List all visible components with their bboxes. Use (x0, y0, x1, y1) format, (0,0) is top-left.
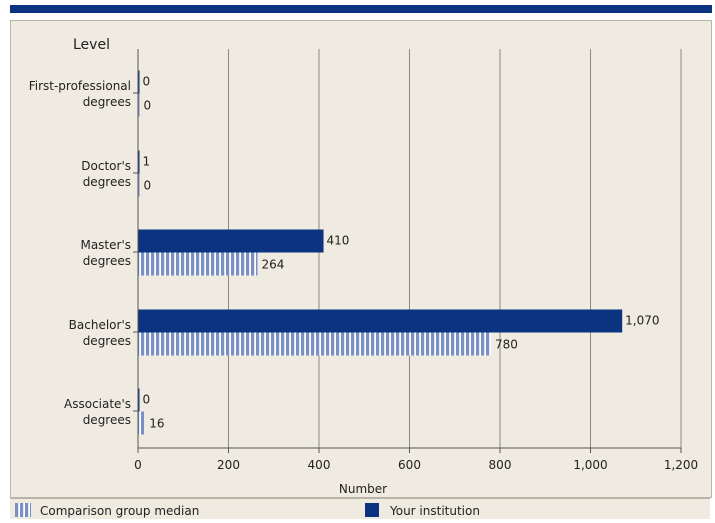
bar-your-institution (138, 150, 140, 174)
category-label: Master's (80, 238, 131, 252)
legend: Comparison group median Your institution (10, 498, 710, 519)
bar-comparison-median (138, 173, 140, 197)
legend-label-comparison: Comparison group median (40, 504, 199, 518)
x-tick-label: 0 (134, 458, 142, 472)
y-axis-title: Level (73, 37, 110, 53)
category-label: Bachelor's (69, 318, 131, 332)
x-tick-label: 600 (398, 458, 421, 472)
bar-comparison-median (138, 411, 146, 435)
data-label-your-institution: 1 (143, 155, 151, 169)
data-label-comparison-median: 0 (144, 99, 152, 113)
data-label-your-institution: 410 (327, 234, 350, 248)
bar-your-institution (138, 70, 140, 94)
data-label-your-institution: 0 (143, 75, 151, 89)
data-label-comparison-median: 264 (261, 258, 284, 272)
x-tick-label: 800 (489, 458, 512, 472)
data-label-your-institution: 1,070 (625, 314, 659, 328)
category-label: Associate's (64, 397, 131, 411)
category-label: degrees (83, 413, 131, 427)
bar-your-institution (138, 229, 324, 253)
category-label: degrees (83, 334, 131, 348)
x-tick-label: 400 (308, 458, 331, 472)
category-label: First-professional (29, 79, 131, 93)
bar-your-institution (138, 388, 140, 412)
bar-comparison-median (138, 93, 140, 117)
category-label: degrees (83, 175, 131, 189)
data-label-comparison-median: 0 (144, 179, 152, 193)
bar-comparison-median (138, 252, 258, 276)
legend-label-institution: Your institution (389, 504, 480, 518)
top-accent-bar (10, 5, 712, 13)
x-axis-title: Number (339, 482, 387, 496)
chart-panel: Level 0 0 1 0 410 264 1,070 780 0 16 0 200 400 600 80… (10, 20, 712, 498)
category-label: degrees (83, 254, 131, 268)
x-tick-label: 1,200 (664, 458, 698, 472)
bar-your-institution (138, 309, 623, 333)
x-tick-label: 1,000 (573, 458, 607, 472)
legend-swatch-comparison (15, 503, 31, 517)
category-label: Doctor's (81, 159, 131, 173)
data-label-comparison-median: 780 (495, 338, 518, 352)
data-label-comparison-median: 16 (149, 417, 164, 431)
category-label: degrees (83, 95, 131, 109)
bar-chart: Level 0 0 1 0 410 264 1,070 780 0 16 0 200 400 600 80… (29, 37, 698, 496)
data-label-your-institution: 0 (143, 393, 151, 407)
x-tick-label: 200 (217, 458, 240, 472)
bar-comparison-median (138, 332, 491, 356)
legend-swatch-institution (365, 503, 379, 517)
